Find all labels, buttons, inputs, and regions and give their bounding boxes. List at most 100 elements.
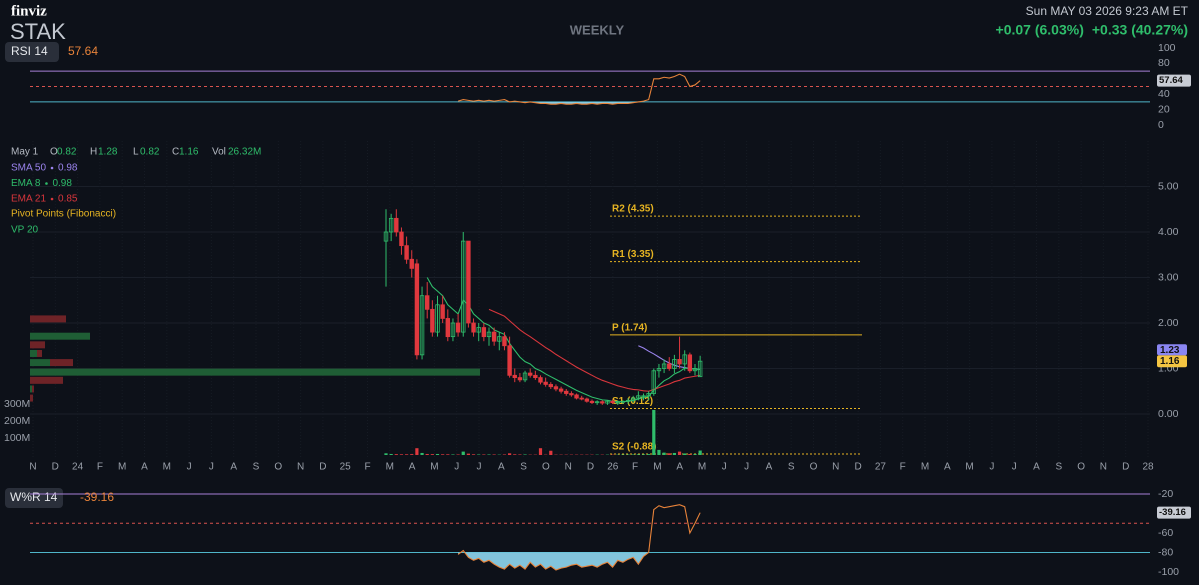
oscillator-tag: -39.16 xyxy=(1159,507,1186,518)
volume-tick-label: 200M xyxy=(4,415,30,427)
oscillator-value: 57.64 xyxy=(68,44,98,58)
legend-dot xyxy=(50,166,54,170)
x-tick-label: J xyxy=(477,462,482,473)
volume-bar xyxy=(652,409,656,455)
y-tick-label: 0 xyxy=(1158,119,1164,131)
x-tick-label: D xyxy=(587,462,594,473)
candle-body xyxy=(430,308,435,333)
price-tag-bg xyxy=(1157,344,1187,356)
x-tick-label: S xyxy=(253,462,260,473)
x-tick-label: D xyxy=(319,462,326,473)
pivot-label: S2 (-0.88) xyxy=(612,442,656,453)
ohlc-label: Vol xyxy=(212,147,226,158)
x-tick-label: N xyxy=(1100,462,1107,473)
candle-body xyxy=(497,336,502,342)
x-tick-label: J xyxy=(722,462,727,473)
volume-bar xyxy=(482,454,486,455)
x-tick-label: A xyxy=(766,462,773,473)
x-tick-label: M xyxy=(921,462,929,473)
volume-bar xyxy=(420,452,424,455)
volume-bar xyxy=(677,451,682,455)
x-tick-label: O xyxy=(542,462,550,473)
x-tick-label: D xyxy=(854,462,861,473)
candle-body xyxy=(399,231,404,247)
x-tick-label: O xyxy=(1077,462,1085,473)
vp-down-bar xyxy=(50,359,73,367)
oscillator-value: -39.16 xyxy=(80,490,114,504)
candle-body xyxy=(636,395,641,399)
x-tick-label: F xyxy=(364,462,370,473)
candle-body xyxy=(641,395,646,398)
volume-bar xyxy=(513,454,517,455)
volume-bar xyxy=(683,453,687,455)
candle-body xyxy=(383,231,389,242)
x-tick-label: 28 xyxy=(1142,462,1154,473)
x-tick-label: S xyxy=(1055,462,1062,473)
candle-body xyxy=(512,374,517,379)
x-tick-label: N xyxy=(29,462,36,473)
x-tick-label: O xyxy=(274,462,282,473)
y-tick-label: 80 xyxy=(1158,57,1170,69)
x-tick-label: J xyxy=(744,462,749,473)
x-tick-label: A xyxy=(676,462,683,473)
x-tick-label: O xyxy=(810,462,818,473)
x-tick-label: 27 xyxy=(875,462,887,473)
candle-body xyxy=(424,295,430,310)
pivot-label: S1 (0.12) xyxy=(612,396,653,407)
candle-body xyxy=(517,377,523,381)
x-tick-label: M xyxy=(430,462,438,473)
x-tick-label: N xyxy=(297,462,304,473)
candle-body xyxy=(419,295,425,356)
vp-down-bar xyxy=(30,376,63,384)
ohlc-value: 1.28 xyxy=(98,147,118,158)
y-tick-label: 5.00 xyxy=(1158,180,1179,192)
x-tick-label: 24 xyxy=(72,462,84,473)
candle-body xyxy=(651,370,656,394)
oscillator-tag-bg xyxy=(1157,74,1191,87)
volume-bar xyxy=(688,453,692,455)
legend-name: EMA 8 xyxy=(11,178,41,189)
timeframe: WEEKLY xyxy=(570,22,625,37)
volume-bar xyxy=(389,453,393,455)
candle-body xyxy=(589,400,595,404)
volume-bar xyxy=(698,450,702,455)
y-tick-label: 2.00 xyxy=(1158,317,1179,329)
volume-bar xyxy=(523,454,527,455)
volume-bar xyxy=(492,454,496,455)
candle-body xyxy=(646,393,651,397)
candle-body xyxy=(569,393,574,396)
volume-bar xyxy=(672,452,676,455)
volume-bar xyxy=(394,454,398,455)
candle-body xyxy=(450,322,456,338)
x-tick-label: F xyxy=(900,462,906,473)
volume-bar xyxy=(621,454,625,455)
candle-body xyxy=(553,386,559,390)
legend-vp: VP 20 xyxy=(11,225,38,236)
volume-bar xyxy=(667,453,671,455)
y-tick-label: -20 xyxy=(1158,488,1173,500)
vp-down-bar xyxy=(37,349,42,357)
candle-body xyxy=(435,304,440,333)
candle-body xyxy=(548,384,553,388)
candle-body xyxy=(564,390,569,394)
wr-title-box xyxy=(5,488,63,508)
ohlc-value: 0.82 xyxy=(57,147,77,158)
y-tick-label: 100 xyxy=(1158,42,1176,54)
vp-up-bar xyxy=(30,349,37,357)
candle-body xyxy=(610,400,615,404)
x-tick-label: M xyxy=(118,462,126,473)
oscillator-tag: 57.64 xyxy=(1159,75,1183,86)
close-tag: 1.16 xyxy=(1160,356,1180,367)
candle-body xyxy=(533,374,538,379)
x-tick-label: A xyxy=(498,462,505,473)
ohlc-label: L xyxy=(133,147,139,158)
y-tick-label: -60 xyxy=(1158,527,1173,539)
ohlc-value: 1.16 xyxy=(179,147,199,158)
volume-bar xyxy=(446,454,450,455)
x-tick-label: M xyxy=(163,462,171,473)
volume-bar xyxy=(487,454,491,455)
x-tick-label: A xyxy=(1033,462,1040,473)
x-tick-label: 25 xyxy=(340,462,352,473)
legend-name: SMA 50 xyxy=(11,163,46,174)
